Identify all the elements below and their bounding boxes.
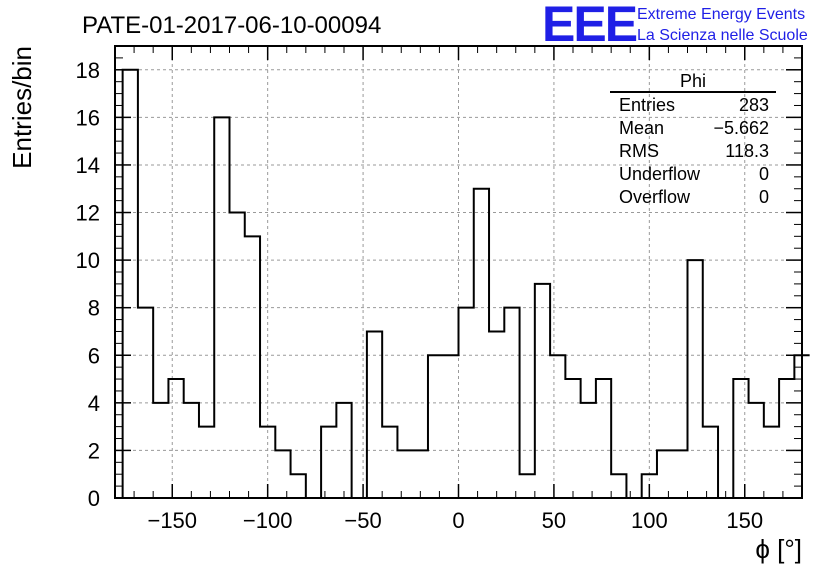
stats-label: Entries bbox=[619, 95, 675, 115]
histogram-series bbox=[121, 68, 810, 499]
histogram-bin bbox=[123, 70, 138, 498]
y-tick-label: 4 bbox=[88, 391, 100, 416]
histogram-bin bbox=[214, 117, 229, 498]
stats-value: 0 bbox=[759, 187, 769, 207]
x-tick-label: −100 bbox=[243, 508, 293, 533]
y-tick-label: 10 bbox=[76, 248, 100, 273]
histogram-bin bbox=[230, 213, 245, 498]
tick-labels: −150 −100 −50 0 50 100 150 0 2 4 6 8 10 12 14 16 18 bbox=[76, 58, 764, 533]
histogram-bin bbox=[245, 236, 260, 498]
histogram-bin bbox=[672, 450, 687, 498]
y-tick-label: 6 bbox=[88, 343, 100, 368]
histogram-bin bbox=[199, 427, 214, 498]
stats-label: Underflow bbox=[619, 164, 701, 184]
stats-box: Phi Entries 283 Mean −5.662 RMS 118.3 Underflo… bbox=[610, 71, 776, 207]
histogram-bin bbox=[291, 474, 306, 498]
stats-value: −5.662 bbox=[713, 118, 769, 138]
histogram-bin bbox=[474, 189, 489, 498]
histogram-bin bbox=[459, 308, 474, 498]
stats-label: Mean bbox=[619, 118, 664, 138]
y-tick-label: 16 bbox=[76, 105, 100, 130]
histogram-bin bbox=[703, 427, 718, 498]
histogram-bin bbox=[428, 355, 443, 498]
histogram-bin bbox=[275, 450, 290, 498]
y-tick-label: 2 bbox=[88, 438, 100, 463]
histogram-bin bbox=[581, 403, 596, 498]
histogram-bin bbox=[413, 450, 428, 498]
stats-label: RMS bbox=[619, 141, 659, 161]
histogram-outline bbox=[121, 68, 810, 499]
histogram-bin bbox=[138, 308, 153, 498]
stats-box-name: Phi bbox=[680, 71, 706, 91]
chart-title: PATE-01-2017-06-10-00094 bbox=[82, 12, 381, 39]
axis-ticks bbox=[114, 45, 803, 499]
histogram-bin bbox=[443, 355, 458, 498]
x-axis-label: ϕ [°] bbox=[755, 534, 802, 564]
histogram-bin bbox=[489, 331, 504, 498]
histogram-bin bbox=[749, 403, 764, 498]
eee-logo-line1: Extreme Energy Events bbox=[637, 6, 805, 23]
eee-logo-line2: La Scienza nelle Scuole bbox=[637, 27, 808, 44]
histogram-bin bbox=[168, 379, 183, 498]
x-tick-label: 100 bbox=[631, 508, 668, 533]
histogram-bin bbox=[657, 450, 672, 498]
x-tick-label: −50 bbox=[344, 508, 381, 533]
stats-label: Overflow bbox=[619, 187, 691, 207]
stats-value: 0 bbox=[759, 164, 769, 184]
histogram-bin bbox=[550, 355, 565, 498]
x-tick-label: 0 bbox=[452, 508, 464, 533]
histogram-bin bbox=[504, 308, 519, 498]
histogram-bin bbox=[321, 427, 336, 498]
histogram-bin bbox=[336, 403, 351, 498]
y-tick-label: 0 bbox=[88, 486, 100, 511]
histogram-bin bbox=[184, 403, 199, 498]
stats-value: 118.3 bbox=[725, 141, 769, 161]
histogram-bin bbox=[520, 474, 535, 498]
y-tick-label: 18 bbox=[76, 58, 100, 83]
histogram-bin bbox=[764, 427, 779, 498]
histogram-bin bbox=[153, 403, 168, 498]
histogram-bin bbox=[367, 331, 382, 498]
histogram-bin bbox=[397, 450, 412, 498]
x-tick-label: 50 bbox=[542, 508, 566, 533]
histogram-bin bbox=[611, 474, 626, 498]
y-tick-label: 14 bbox=[76, 153, 100, 178]
x-tick-label: 150 bbox=[726, 508, 763, 533]
histogram-bin bbox=[565, 379, 580, 498]
y-tick-label: 8 bbox=[88, 296, 100, 321]
histogram-bin bbox=[596, 379, 611, 498]
histogram-bin bbox=[535, 284, 550, 498]
histogram-bin bbox=[382, 427, 397, 498]
eee-logo: EEE Extreme Energy Events La Scienza nel… bbox=[542, 0, 808, 52]
stats-value: 283 bbox=[739, 95, 769, 115]
x-tick-label: −150 bbox=[147, 508, 197, 533]
eee-logo-mark: EEE bbox=[542, 0, 637, 52]
histogram-bin bbox=[733, 379, 748, 498]
histogram-bin bbox=[688, 260, 703, 498]
histogram-bin bbox=[779, 379, 794, 498]
y-axis-label: Entries/bin bbox=[7, 46, 37, 169]
y-tick-label: 12 bbox=[76, 201, 100, 226]
